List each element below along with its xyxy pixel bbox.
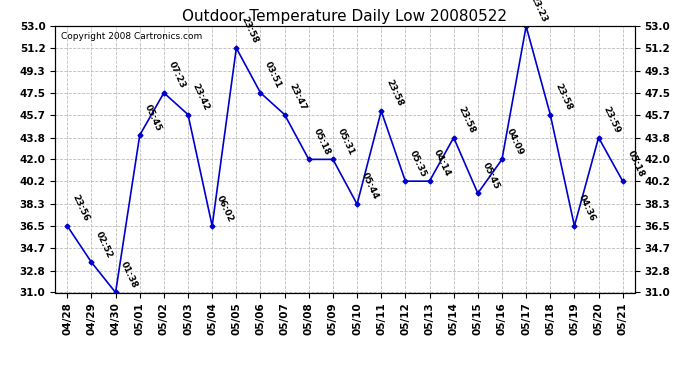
Text: Copyright 2008 Cartronics.com: Copyright 2008 Cartronics.com [61,32,202,40]
Text: 04:36: 04:36 [578,194,598,223]
Text: 23:58: 23:58 [553,82,573,112]
Text: 04:09: 04:09 [505,127,525,157]
Text: 07:23: 07:23 [167,60,187,90]
Text: 05:45: 05:45 [481,161,501,190]
Text: 23:59: 23:59 [602,105,622,135]
Text: 05:35: 05:35 [408,149,428,178]
Title: Outdoor Temperature Daily Low 20080522: Outdoor Temperature Daily Low 20080522 [182,9,508,24]
Text: 03:51: 03:51 [264,60,284,90]
Text: 05:18: 05:18 [626,149,646,178]
Text: 05:31: 05:31 [336,127,356,157]
Text: 05:45: 05:45 [143,103,163,132]
Text: 23:42: 23:42 [191,82,211,112]
Text: 02:52: 02:52 [95,230,115,260]
Text: 23:47: 23:47 [288,82,308,112]
Text: 04:14: 04:14 [433,148,453,178]
Text: 05:44: 05:44 [360,171,380,201]
Text: 23:58: 23:58 [239,15,259,45]
Text: 05:18: 05:18 [312,127,332,157]
Text: 06:02: 06:02 [215,194,235,223]
Text: 23:58: 23:58 [457,105,477,135]
Text: 23:23: 23:23 [529,0,549,24]
Text: 01:38: 01:38 [119,260,139,290]
Text: 23:56: 23:56 [70,194,90,223]
Text: 23:58: 23:58 [384,78,404,108]
